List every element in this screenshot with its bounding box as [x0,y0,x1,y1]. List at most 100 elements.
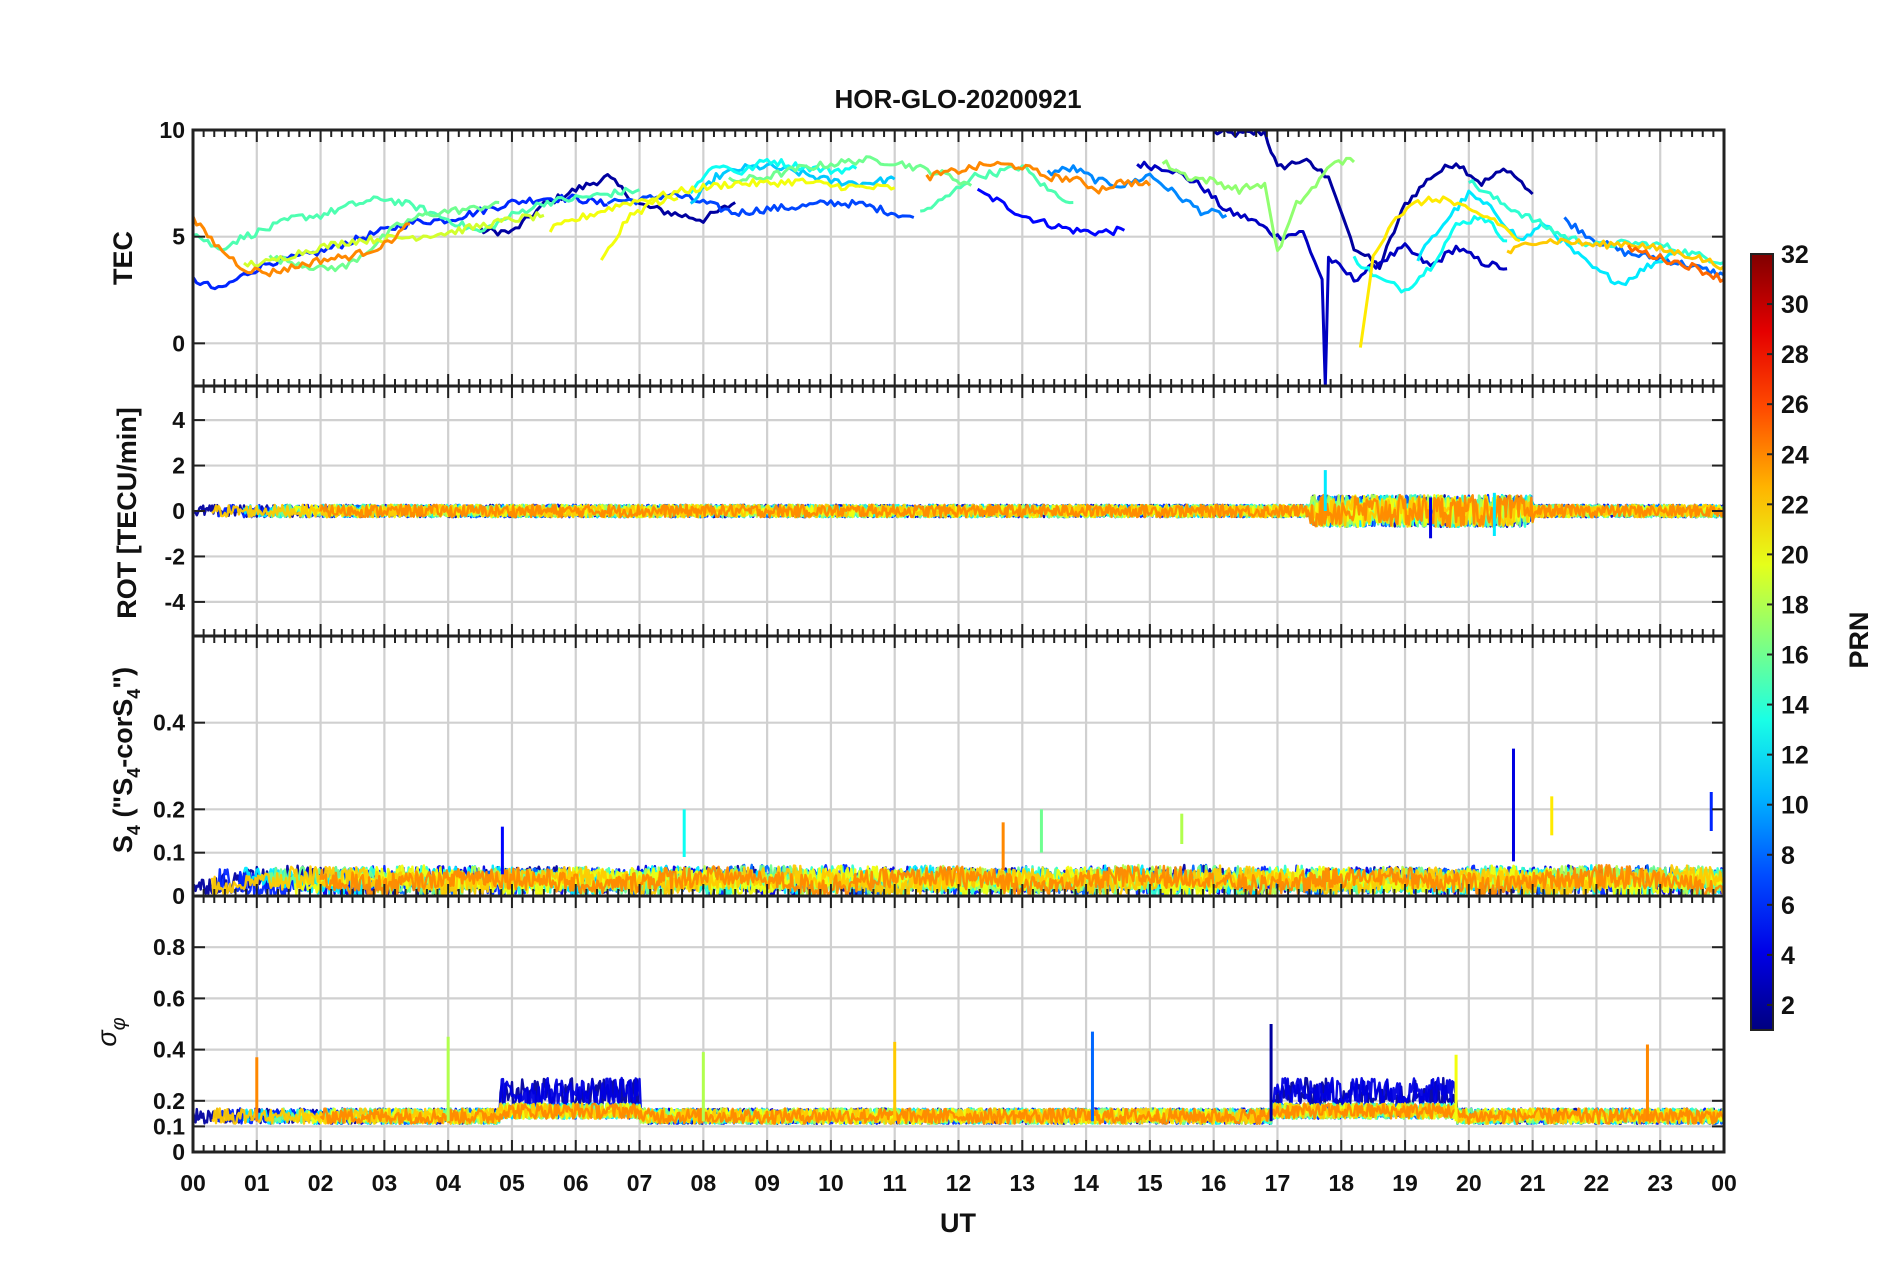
x-tick-label: 12 [946,1170,972,1196]
y-tick-label: 5 [172,224,185,250]
tec-series-prn-7 [606,191,915,219]
colorbar-tick-label: 4 [1781,942,1795,970]
colorbar-tick-label: 10 [1781,792,1809,820]
x-axis-title: UT [940,1208,976,1238]
y-axis-title-sigma-phi: σφ [92,1017,130,1046]
x-tick-label: 02 [308,1170,334,1196]
y-tick-label: 0 [172,330,185,356]
x-tick-label: 04 [435,1170,461,1196]
x-tick-label: 10 [818,1170,844,1196]
y-axis-title-tec: TEC [108,231,138,285]
x-tick-label: 19 [1392,1170,1418,1196]
tec-series-prn-5 [976,187,1126,237]
colorbar-tick-label: 6 [1781,892,1795,920]
y-tick-label: 10 [159,117,185,143]
tec-series-prn-13 [1352,215,1508,294]
colorbar-tick-label: 24 [1781,441,1809,469]
colorbar-tick-label: 20 [1781,541,1809,569]
y-tick-label: 0.2 [153,796,185,822]
y-tick-label: 0 [172,883,185,909]
x-tick-label: 21 [1520,1170,1546,1196]
x-tick-label: 20 [1456,1170,1482,1196]
x-tick-label: 09 [754,1170,780,1196]
x-tick-label: 05 [499,1170,525,1196]
tec-series-prn-21 [1358,195,1521,348]
trace-prn-24 [319,493,1725,529]
x-tick-label: 03 [372,1170,398,1196]
y-tick-label: 0.1 [153,1113,185,1139]
x-tick-label: 08 [691,1170,717,1196]
x-tick-label: 17 [1265,1170,1291,1196]
tec-series-prn-25 [1627,244,1724,283]
x-tick-label: 23 [1647,1170,1673,1196]
panel-sigma-phi-series [191,1024,1726,1126]
x-tick-label: 18 [1328,1170,1354,1196]
y-axis-title-s4: S4 ("S4-corS4") [108,667,144,853]
colorbar-tick-label: 28 [1781,341,1809,369]
colorbar-tick-label: 32 [1781,241,1809,269]
panel-rot-series [192,470,1726,539]
tec-series-prn-6 [193,193,608,291]
x-tick-label: 00 [1711,1170,1737,1196]
y-tick-label: -2 [165,543,185,569]
tec-series-prn-3 [1136,160,1508,386]
colorbar-tick-label: 16 [1781,642,1809,670]
x-tick-label: 14 [1073,1170,1099,1196]
y-tick-label: 0.8 [153,934,185,960]
colorbar-tick-label: 30 [1781,291,1809,319]
x-tick-label: 06 [563,1170,589,1196]
colorbar-tick-label: 8 [1781,842,1795,870]
tec-series-prn-17 [1161,156,1356,253]
colorbar-gradient [1750,253,1774,1031]
y-tick-label: 0 [172,1139,185,1165]
tec-series-prn-20 [548,177,896,233]
tec-series-prn-2 [1212,130,1534,271]
x-tick-label: 01 [244,1170,270,1196]
x-tick-label: 11 [883,1170,908,1196]
tec-series-prn-15 [919,164,1074,213]
y-tick-label: 0.2 [153,1088,185,1114]
grid-layer [191,128,1726,1152]
x-tick-label: 22 [1584,1170,1610,1196]
colorbar-tick-label: 22 [1781,491,1809,519]
tec-series-prn-24 [925,160,1152,195]
tec-series-prn-2 [478,173,736,237]
tec-series-prn-24 [193,215,410,278]
colorbar-tick-label: 14 [1781,692,1809,720]
panel-s4-series [191,748,1726,898]
x-tick-label: 15 [1137,1170,1163,1196]
y-tick-label: 0.1 [153,840,185,866]
colorbar-tick-label: 18 [1781,591,1809,619]
colorbar-title: PRN [1844,611,1874,668]
x-tick-label: 07 [627,1170,653,1196]
tec-series-group [193,130,1724,386]
x-tick-label: 00 [180,1170,206,1196]
y-tick-label: 0.4 [153,710,185,736]
y-tick-label: 0 [172,498,185,524]
tec-series-prn-13 [689,157,858,195]
trace-prn-24 [319,1102,1726,1126]
tec-series-prn-16 [268,200,500,273]
tec-series-prn-15 [193,186,641,252]
y-tick-label: 0.6 [153,985,185,1011]
tec-series-prn-9 [1046,164,1228,219]
y-tick-label: 4 [172,407,185,433]
colorbar-tick-label: 26 [1781,391,1809,419]
data-layer [191,130,1726,1126]
y-tick-label: 0.4 [153,1037,185,1063]
colorbar-tick-label: 12 [1781,742,1809,770]
y-tick-label: -4 [165,589,186,615]
y-tick-label: 2 [172,453,185,479]
tec-series-prn-16 [728,155,973,187]
tec-series-prn-22 [1506,237,1724,271]
x-tick-label: 13 [1009,1170,1035,1196]
y-axis-title-rot: ROT [TECU/min] [112,407,142,618]
colorbar-tick-label: 2 [1781,992,1795,1020]
chart-title: HOR-GLO-20200921 [834,84,1081,114]
tec-series-prn-20 [600,195,679,261]
x-tick-label: 16 [1201,1170,1227,1196]
